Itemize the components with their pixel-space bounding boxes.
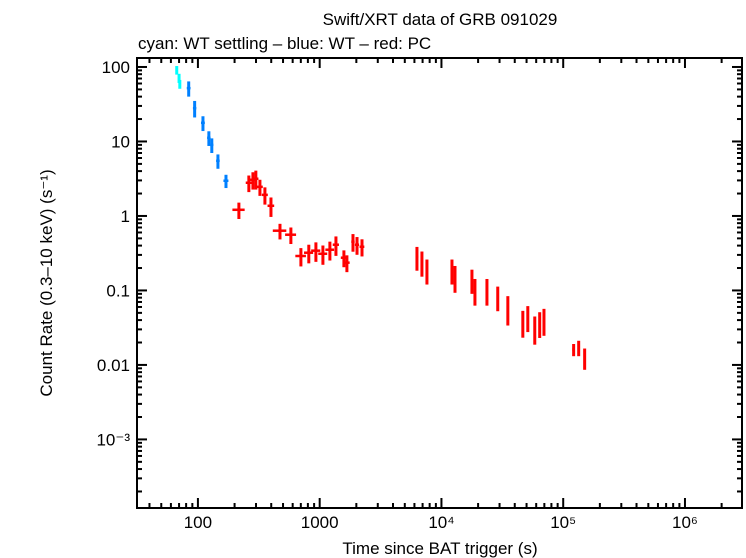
data-point <box>295 248 306 267</box>
data-point <box>186 81 191 97</box>
series-pc <box>232 170 587 370</box>
data-point <box>485 278 489 306</box>
data-point <box>542 308 546 336</box>
data-point <box>304 244 314 264</box>
series-wt <box>186 81 229 189</box>
data-point <box>256 179 263 196</box>
data-point <box>425 259 429 285</box>
data-point <box>473 278 477 306</box>
data-point <box>175 66 179 75</box>
data-point <box>470 269 474 294</box>
data-point <box>210 138 214 154</box>
data-point <box>245 175 252 193</box>
y-tick-label: 10⁻³ <box>96 430 130 449</box>
data-point <box>577 340 581 357</box>
data-point <box>216 154 220 169</box>
data-point <box>506 296 510 326</box>
data-point <box>311 242 321 262</box>
data-point <box>192 100 197 118</box>
chart-title: Swift/XRT data of GRB 091029 <box>323 10 558 29</box>
y-axis-label: Count Rate (0.3–10 keV) (s⁻¹) <box>37 169 56 396</box>
data-point <box>533 316 537 345</box>
data-point <box>261 187 268 205</box>
data-point <box>572 343 576 357</box>
data-point <box>253 170 259 190</box>
data-point <box>201 116 205 132</box>
data-point <box>285 227 297 245</box>
data-points <box>175 66 587 370</box>
y-tick-label: 0.01 <box>97 356 130 375</box>
x-tick-label: 10⁴ <box>428 513 454 532</box>
data-point <box>354 237 360 255</box>
data-point <box>332 236 339 256</box>
data-point <box>325 241 335 261</box>
data-point <box>453 265 457 293</box>
data-point <box>343 255 350 273</box>
axis-ticks: 100 1000 10⁴ 10⁵ 10⁶ 100 10 1 0.1 0.01 10⁻³ <box>96 58 742 532</box>
data-point <box>318 245 328 265</box>
data-point <box>450 259 454 285</box>
data-point <box>583 348 587 370</box>
chart-subtitle: cyan: WT settling – blue: WT – red: PC <box>138 34 431 53</box>
plot-frame <box>136 57 743 509</box>
data-point <box>415 246 419 271</box>
x-tick-label: 100 <box>184 513 212 532</box>
x-tick-label: 10⁶ <box>672 513 698 532</box>
data-point <box>207 131 211 146</box>
y-tick-label: 1 <box>121 207 130 226</box>
data-point <box>359 239 365 257</box>
x-axis-label: Time since BAT trigger (s) <box>342 539 537 558</box>
y-tick-label: 10 <box>111 132 130 151</box>
x-tick-label: 10⁵ <box>550 513 576 532</box>
data-point <box>526 306 530 333</box>
y-tick-label: 100 <box>102 58 130 77</box>
data-point <box>496 286 500 312</box>
data-point <box>267 197 275 217</box>
data-point <box>420 251 424 277</box>
data-point <box>521 310 525 338</box>
x-tick-label: 1000 <box>301 513 339 532</box>
data-point <box>538 312 542 338</box>
data-point <box>272 223 287 240</box>
data-point <box>223 174 229 189</box>
y-tick-label: 0.1 <box>106 281 130 300</box>
data-point <box>178 79 182 89</box>
data-point <box>351 234 355 252</box>
series-wt-settling <box>175 66 182 89</box>
data-point <box>232 202 245 220</box>
